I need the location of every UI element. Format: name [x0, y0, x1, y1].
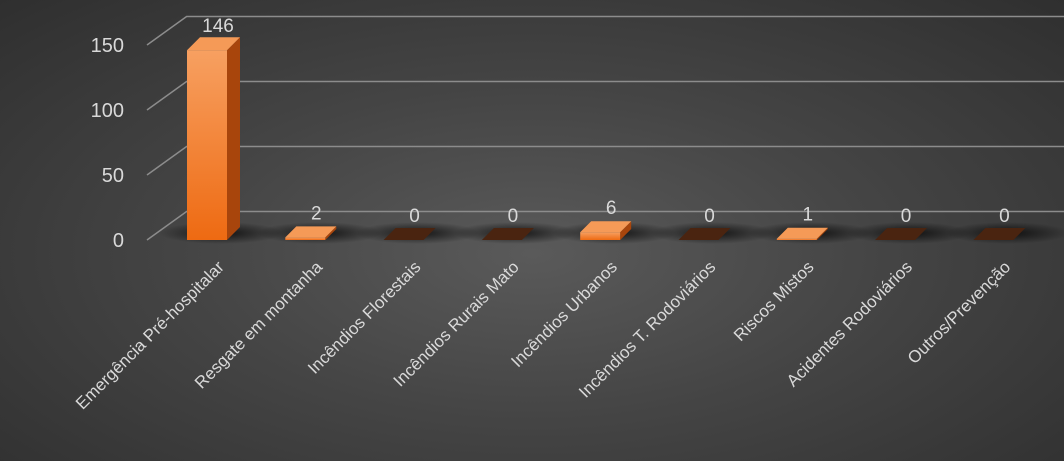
bar-5	[580, 221, 632, 240]
bar-top-face	[973, 228, 1026, 240]
bar-3	[383, 228, 436, 240]
bar-top-face	[481, 228, 534, 240]
bar-front-face	[580, 232, 621, 240]
bar-side-face	[816, 227, 828, 240]
gridline-50	[146, 145, 1064, 176]
y-tick-label-150: 150	[91, 35, 124, 57]
gridline-100	[146, 80, 1064, 111]
bar-front-face	[776, 238, 817, 240]
data-label-8: 0	[901, 206, 912, 227]
bar-1	[187, 37, 240, 241]
bar-front-face	[285, 237, 326, 240]
data-label-9: 0	[999, 206, 1010, 227]
bar-top-face	[875, 228, 928, 240]
bar-side-face	[227, 37, 240, 241]
y-tick-label-100: 100	[91, 100, 124, 122]
gridline-150	[146, 15, 1064, 46]
bar-8	[875, 228, 928, 240]
y-tick-label-50: 50	[102, 165, 124, 187]
bar-top-face	[285, 226, 337, 238]
data-label-2: 2	[311, 203, 322, 224]
bar-9	[973, 228, 1026, 240]
bar-2	[285, 226, 337, 240]
category-label-7: Riscos Mistos	[730, 257, 818, 345]
bar-top-face	[383, 228, 436, 240]
data-label-7: 1	[803, 205, 814, 226]
data-label-5: 6	[606, 198, 617, 219]
category-label-5: Incêndios Urbanos	[507, 257, 621, 371]
data-label-4: 0	[508, 206, 519, 227]
bar-6	[678, 228, 731, 240]
bar-side-face	[325, 226, 337, 240]
data-label-3: 0	[409, 206, 420, 227]
y-tick-label-0: 0	[113, 230, 124, 252]
data-label-1: 146	[202, 16, 234, 37]
bars	[187, 37, 1026, 241]
data-label-6: 0	[704, 206, 715, 227]
data-labels: 146 2 0 0 6 0 1 0 0	[202, 16, 1010, 227]
y-axis-ticks: 0 50 100 150	[91, 35, 124, 252]
bar-front-face	[187, 50, 227, 241]
bar-side-face	[620, 221, 632, 240]
gridline-0	[146, 210, 1064, 241]
category-label-9: Outros/Prevenção	[904, 257, 1014, 367]
bar-top-face	[776, 227, 828, 239]
bar-7	[776, 227, 828, 240]
gridlines	[146, 15, 1064, 241]
bar-4	[481, 228, 534, 240]
bar-top-face	[187, 37, 240, 51]
bar-top-face	[580, 221, 632, 233]
bar-top-face	[678, 228, 731, 240]
